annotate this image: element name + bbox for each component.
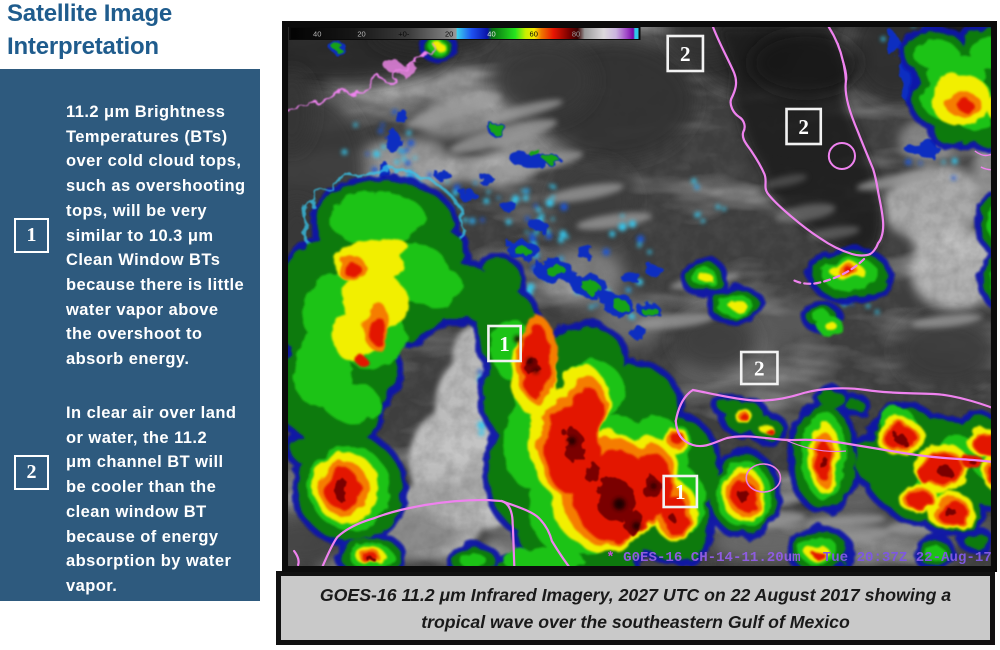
svg-text:1: 1: [675, 480, 686, 504]
svg-text:20: 20: [357, 30, 365, 39]
svg-text:40: 40: [313, 30, 321, 39]
svg-text:80: 80: [572, 30, 580, 39]
svg-text:20: 20: [445, 30, 453, 39]
svg-text:2: 2: [798, 115, 809, 139]
svg-text:2: 2: [754, 357, 765, 381]
svg-text:Tue 20:37Z 22-Aug-17: Tue 20:37Z 22-Aug-17: [823, 550, 992, 566]
svg-text:40: 40: [487, 30, 495, 39]
svg-text:2: 2: [680, 42, 691, 66]
svg-text:60: 60: [530, 30, 538, 39]
svg-text:1: 1: [499, 332, 510, 356]
svg-text:+0-: +0-: [398, 30, 410, 39]
svg-text:* G0ES-16 CH-14-11.20um: * G0ES-16 CH-14-11.20um: [606, 550, 800, 566]
